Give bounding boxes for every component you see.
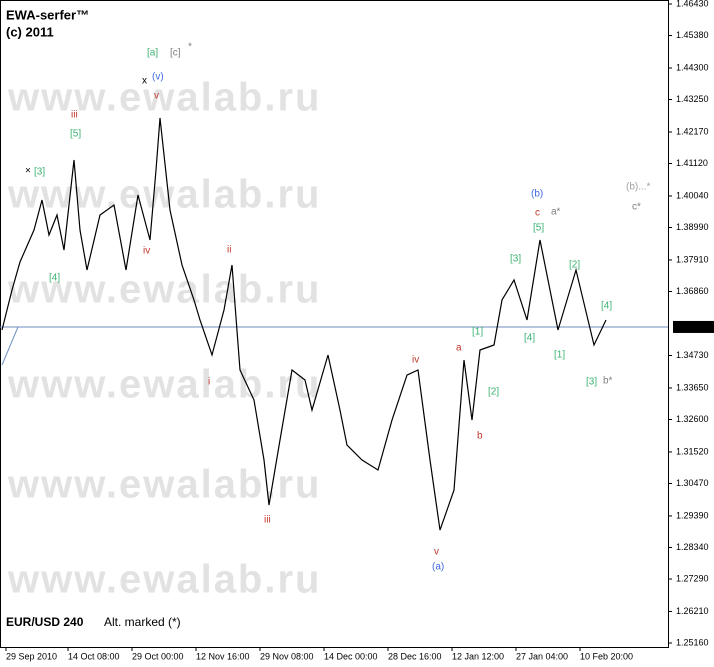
wave-label: ×	[25, 166, 31, 177]
wave-label: x	[142, 76, 147, 87]
x-tick-label: 12 Jan 12:00	[452, 651, 504, 661]
plot-frame	[0, 0, 669, 648]
y-tick-label: 1.27290	[676, 573, 709, 583]
watermark: www.ewalab.ru	[7, 76, 321, 120]
wave-label: i	[208, 377, 210, 388]
watermark: www.ewalab.ru	[7, 268, 321, 312]
wave-label: [3]	[34, 167, 45, 178]
chart-subtitle: (c) 2011	[6, 24, 54, 39]
x-tick-label: 14 Dec 00:00	[324, 651, 378, 661]
x-tick-label: 12 Nov 16:00	[196, 651, 250, 661]
y-tick-label: 1.44300	[676, 62, 709, 72]
y-tick-label: 1.33650	[676, 382, 709, 392]
y-tick-label: 1.29390	[676, 510, 709, 520]
last-price-label: 1.35680	[676, 321, 709, 331]
wave-label: [3]	[510, 254, 521, 265]
wave-label: a	[456, 343, 462, 354]
wave-label: [a]	[147, 48, 158, 59]
wave-label: ii	[227, 245, 231, 256]
wave-label: a*	[551, 207, 561, 218]
price-line	[1, 117, 607, 531]
watermark: www.ewalab.ru	[7, 363, 321, 407]
y-tick-label: 1.46430	[676, 0, 709, 8]
last-price-box	[673, 320, 714, 333]
y-tick-label: 1.32600	[676, 414, 709, 424]
wave-label: iv	[412, 355, 419, 366]
x-tick-label: 10 Feb 20:00	[580, 651, 633, 661]
wave-label: (b)...*	[626, 182, 651, 193]
wave-label: [4]	[49, 273, 60, 284]
wave-label: c*	[632, 202, 641, 213]
x-tick-label: 29 Sep 2010	[6, 651, 57, 661]
watermarks: www.ewalab.ru www.ewalab.ru www.ewalab.ru w…	[7, 76, 321, 602]
wave-label: [5]	[533, 223, 544, 234]
y-tick-label: 1.25160	[676, 637, 709, 647]
wave-label: (a)	[432, 562, 444, 573]
wave-label: iii	[264, 515, 271, 526]
wave-label: (b)	[531, 189, 543, 200]
x-tick-label: 14 Oct 08:00	[68, 651, 120, 661]
wave-label: [1]	[472, 327, 483, 338]
wave-label: [2]	[569, 260, 580, 271]
trend-stub	[1, 326, 19, 366]
y-tick-label: 1.41120	[676, 158, 708, 168]
watermark: www.ewalab.ru	[7, 173, 321, 217]
wave-label: [1]	[554, 350, 565, 361]
watermark: www.ewalab.ru	[7, 558, 321, 602]
y-tick-label: 1.36860	[676, 286, 709, 296]
symbol-label: EUR/USD 240	[6, 615, 84, 629]
wave-label: (v)	[152, 72, 164, 83]
wave-label: [2]	[488, 387, 499, 398]
y-tick-label: 1.40040	[676, 190, 709, 200]
y-tick-label: 1.30470	[676, 478, 709, 488]
wave-label: b	[477, 431, 483, 442]
wave-label: iii	[71, 110, 78, 121]
wave-label: c	[535, 208, 540, 219]
y-tick-label: 1.42170	[676, 126, 709, 136]
y-tick-label: 1.26210	[676, 606, 709, 616]
wave-label: [c]	[170, 48, 181, 59]
wave-label: *	[188, 42, 192, 53]
x-tick-label: 29 Nov 08:00	[260, 651, 314, 661]
x-tick-label: 29 Oct 00:00	[132, 651, 184, 661]
wave-label: [4]	[524, 333, 535, 344]
wave-label: v	[154, 91, 159, 102]
wave-label: v	[434, 547, 439, 558]
wave-label: b*	[603, 376, 613, 387]
x-tick-label: 28 Dec 16:00	[388, 651, 442, 661]
chart-title: EWA-serfer™	[6, 7, 89, 22]
symbol-note: Alt. marked (*)	[104, 615, 181, 629]
wave-label: [4]	[601, 301, 612, 312]
wave-label: [3]	[586, 377, 597, 388]
wave-label: [5]	[70, 129, 81, 140]
y-tick-label: 1.28340	[676, 542, 709, 552]
y-tick-label: 1.38990	[676, 222, 709, 232]
y-tick-label: 1.31520	[676, 446, 709, 456]
y-tick-label: 1.43250	[676, 94, 709, 104]
watermark: www.ewalab.ru	[7, 463, 321, 507]
y-tick-label: 1.37910	[676, 254, 709, 264]
wave-label: iv	[143, 246, 150, 257]
x-tick-label: 27 Jan 04:00	[516, 651, 568, 661]
y-tick-label: 1.34730	[676, 350, 709, 360]
y-tick-label: 1.45380	[676, 30, 709, 40]
